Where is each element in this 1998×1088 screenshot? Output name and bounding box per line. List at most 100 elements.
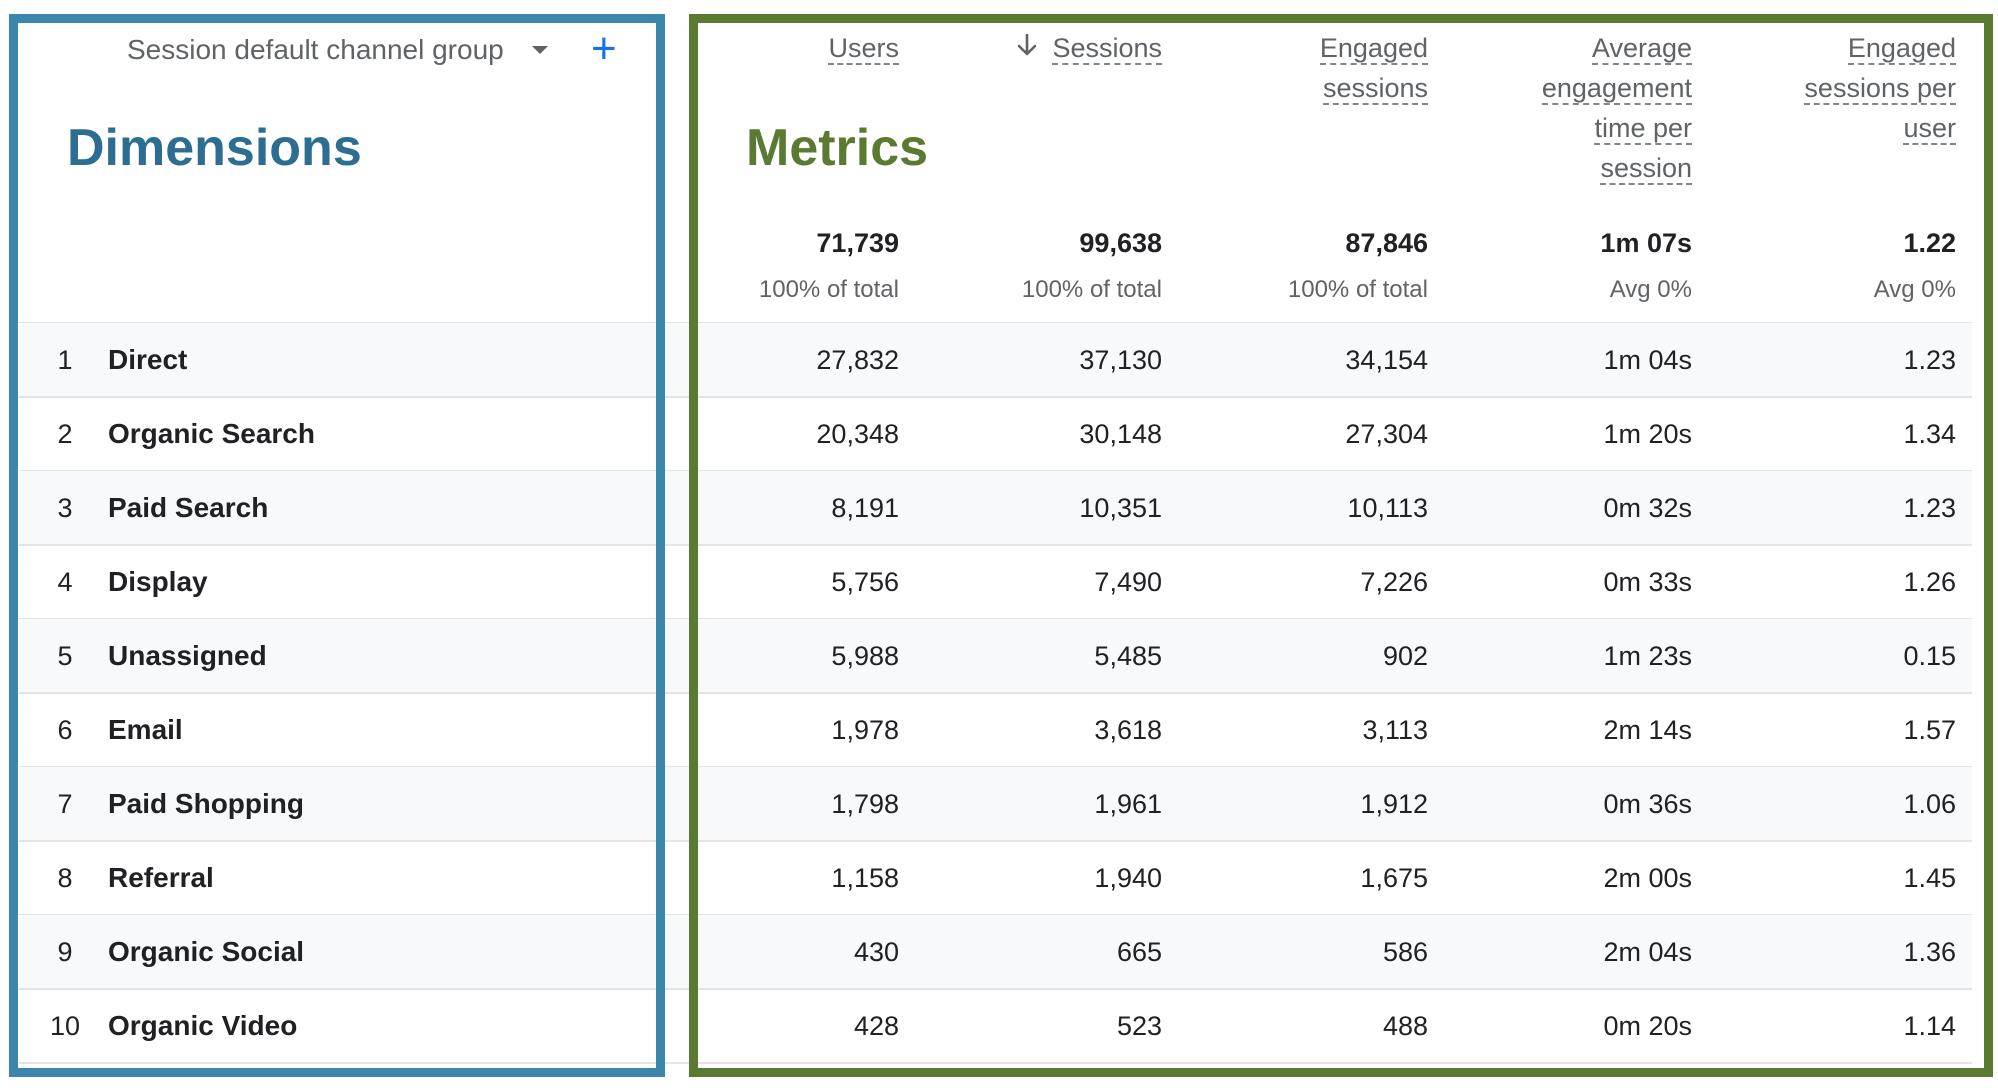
- row-channel-name[interactable]: Organic Video: [108, 1010, 298, 1041]
- row-number: 7: [57, 789, 73, 819]
- header-engaged-per-user[interactable]: Engaged sessions per user: [1746, 28, 1956, 148]
- table-row[interactable]: [19, 323, 1972, 397]
- cell-engaged-per-user: 1.34: [1903, 419, 1956, 449]
- cell-engaged-per-user: 1.23: [1903, 345, 1956, 375]
- row-channel-name[interactable]: Paid Search: [108, 492, 269, 523]
- cell-engaged-sessions: 1,912: [1360, 789, 1428, 819]
- cell-engaged-per-user: 1.36: [1903, 937, 1956, 967]
- cell-sessions: 10,351: [1079, 493, 1162, 523]
- cell-avg-engagement: 1m 23s: [1603, 641, 1692, 671]
- header-avg-engagement[interactable]: Average engagement time per session: [1480, 28, 1692, 188]
- cell-sessions: 665: [1116, 937, 1162, 967]
- cell-users: 1,978: [831, 715, 899, 745]
- total-users-sub: 100% of total: [758, 276, 899, 303]
- total-sessions: 99,638: [1079, 228, 1162, 258]
- cell-avg-engagement: 0m 33s: [1603, 567, 1692, 597]
- header-sessions[interactable]: Sessions: [960, 28, 1162, 68]
- cell-users: 5,988: [831, 641, 899, 671]
- plus-icon[interactable]: +: [591, 24, 617, 73]
- cell-avg-engagement: 2m 04s: [1603, 937, 1692, 967]
- table-row[interactable]: [19, 915, 1972, 989]
- row-channel-name[interactable]: Paid Shopping: [108, 788, 304, 819]
- row-number: 4: [57, 567, 73, 597]
- cell-engaged-sessions: 3,113: [1362, 715, 1428, 745]
- header-avg-engagement-line3: time per: [1594, 113, 1692, 145]
- total-users: 71,739: [816, 228, 899, 258]
- row-separator: [19, 988, 1972, 990]
- row-channel-name[interactable]: Organic Social: [108, 936, 305, 967]
- header-avg-engagement-line4: session: [1600, 153, 1692, 185]
- arrow-down-icon: [1018, 33, 1037, 56]
- header-engaged-per-user-line3: user: [1903, 113, 1956, 145]
- cell-engaged-sessions: 7,226: [1360, 567, 1428, 597]
- cell-engaged-per-user: 1.45: [1903, 863, 1956, 893]
- header-users[interactable]: Users: [760, 28, 899, 68]
- cell-sessions: 30,148: [1079, 419, 1162, 449]
- cell-engaged-per-user: 0.15: [1903, 641, 1956, 671]
- cell-sessions: 5,485: [1094, 641, 1162, 671]
- table-row[interactable]: [19, 471, 1972, 545]
- row-separator: [19, 1062, 1972, 1064]
- dimensions-label: Dimensions: [67, 119, 362, 177]
- total-engaged-per-user: 1.22: [1903, 228, 1956, 258]
- cell-users: 1,798: [831, 789, 899, 819]
- cell-avg-engagement: 0m 20s: [1603, 1011, 1692, 1041]
- header-engaged-per-user-line1: Engaged: [1847, 33, 1956, 65]
- cell-avg-engagement: 1m 20s: [1603, 419, 1692, 449]
- cell-users: 20,348: [816, 419, 899, 449]
- cell-avg-engagement: 0m 32s: [1603, 493, 1692, 523]
- cell-avg-engagement: 2m 00s: [1603, 863, 1692, 893]
- row-channel-name[interactable]: Organic Search: [108, 418, 315, 449]
- dimension-selector[interactable]: Session default channel group: [127, 30, 548, 70]
- row-separator: [19, 396, 1972, 398]
- cell-engaged-sessions: 10,113: [1347, 493, 1428, 523]
- header-engaged-sessions[interactable]: Engaged sessions: [1226, 28, 1428, 108]
- cell-engaged-per-user: 1.23: [1903, 493, 1956, 523]
- cell-engaged-sessions: 27,304: [1345, 419, 1428, 449]
- dimension-header-label: Session default channel group: [127, 34, 504, 65]
- cell-engaged-per-user: 1.06: [1903, 789, 1956, 819]
- header-avg-engagement-line2: engagement: [1541, 73, 1692, 105]
- row-number: 6: [57, 715, 73, 745]
- cell-sessions: 1,940: [1094, 863, 1162, 893]
- row-channel-name[interactable]: Display: [108, 566, 208, 597]
- cell-engaged-sessions: 1,675: [1360, 863, 1428, 893]
- row-channel-name[interactable]: Direct: [108, 344, 188, 375]
- dimensions-frame: [9, 14, 665, 1077]
- cell-users: 1,158: [831, 863, 899, 893]
- row-number: 10: [49, 1011, 81, 1041]
- row-channel-name[interactable]: Unassigned: [108, 640, 267, 671]
- row-separator: [19, 692, 1972, 694]
- row-separator: [19, 544, 1972, 546]
- cell-engaged-per-user: 1.26: [1903, 567, 1956, 597]
- total-engaged-per-user-sub: Avg 0%: [1873, 276, 1956, 303]
- cell-users: 5,756: [831, 567, 899, 597]
- row-number: 3: [57, 493, 73, 523]
- row-number: 9: [57, 937, 73, 967]
- row-channel-name[interactable]: Referral: [108, 862, 214, 893]
- cell-engaged-per-user: 1.57: [1903, 715, 1956, 745]
- row-number: 5: [57, 641, 73, 671]
- cell-sessions: 523: [1116, 1011, 1162, 1041]
- cell-sessions: 7,490: [1094, 567, 1162, 597]
- header-users-label: Users: [828, 33, 899, 65]
- row-separator: [19, 840, 1972, 842]
- header-engaged-sessions-line1: Engaged: [1319, 33, 1428, 65]
- total-sessions-sub: 100% of total: [1021, 276, 1162, 303]
- row-channel-name[interactable]: Email: [108, 714, 183, 745]
- cell-engaged-sessions: 586: [1382, 937, 1428, 967]
- row-number: 2: [57, 419, 73, 449]
- total-avg-engagement: 1m 07s: [1600, 228, 1692, 258]
- table-row[interactable]: [19, 619, 1972, 693]
- total-engaged-sessions-sub: 100% of total: [1287, 276, 1428, 303]
- row-number: 1: [57, 345, 73, 375]
- cell-users: 27,832: [816, 345, 899, 375]
- table-row[interactable]: [19, 767, 1972, 841]
- total-avg-engagement-sub: Avg 0%: [1609, 276, 1692, 303]
- header-engaged-sessions-line2: sessions: [1322, 73, 1428, 105]
- cell-users: 430: [853, 937, 899, 967]
- cell-engaged-sessions: 902: [1382, 641, 1428, 671]
- caret-down-icon[interactable]: [531, 46, 548, 54]
- header-engaged-per-user-line2: sessions per: [1804, 73, 1956, 105]
- cell-sessions: 1,961: [1094, 789, 1162, 819]
